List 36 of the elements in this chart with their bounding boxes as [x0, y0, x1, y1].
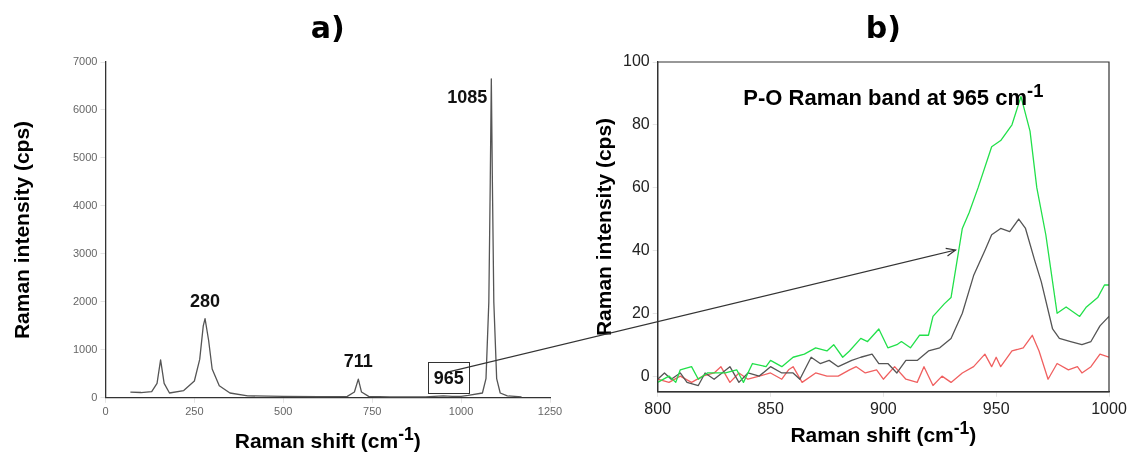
annotation: P-O Raman band at 965 cm$^{-1}$ [743, 80, 1044, 112]
y-tick-label: 80 [631, 115, 650, 133]
y-tick-label: 60 [631, 178, 650, 196]
x-axis-title: Raman shift (cm$^{-1}$) [234, 423, 421, 453]
x-tick-label: 0 [102, 405, 109, 418]
chart-title: a) [310, 10, 345, 45]
x-tick-label: 950 [982, 399, 1010, 417]
annotation: 1085 [447, 86, 488, 107]
chart-title: b) [865, 10, 901, 45]
y-tick-label: 1000 [72, 342, 98, 355]
x-tick-label: 1000 [448, 405, 474, 418]
x-tick-label: 1250 [537, 405, 563, 418]
annotation: 280 [190, 290, 221, 311]
y-tick-label: 0 [91, 390, 98, 403]
y-tick-label: 4000 [72, 198, 98, 211]
y-tick-label: 20 [631, 303, 650, 321]
x-tick-label: 1000 [1091, 399, 1127, 417]
x-tick-label: 850 [757, 399, 784, 417]
y-tick-label: 40 [631, 240, 650, 258]
x-axis-title: Raman shift (cm$^{-1}$) [790, 417, 977, 447]
y-tick-label: 2000 [72, 294, 98, 307]
y-tick-label: 100 [622, 52, 650, 70]
x-tick-label: 250 [185, 405, 204, 418]
y-tick-label: 0 [640, 366, 650, 384]
y-tick-label: 3000 [72, 246, 98, 259]
y-axis-title: Raman intensity (cps) [592, 117, 616, 336]
y-axis-title: Raman intensity (cps) [10, 120, 34, 339]
y-tick-label: 5000 [72, 150, 98, 163]
annotation: 711 [343, 351, 373, 372]
annotation: 965 [433, 367, 464, 388]
x-tick-label: 800 [644, 399, 672, 417]
y-tick-label: 6000 [72, 103, 98, 115]
x-tick-label: 750 [363, 405, 382, 418]
y-tick-label: 7000 [72, 55, 98, 68]
x-tick-label: 900 [870, 399, 897, 417]
x-tick-label: 500 [274, 405, 293, 418]
